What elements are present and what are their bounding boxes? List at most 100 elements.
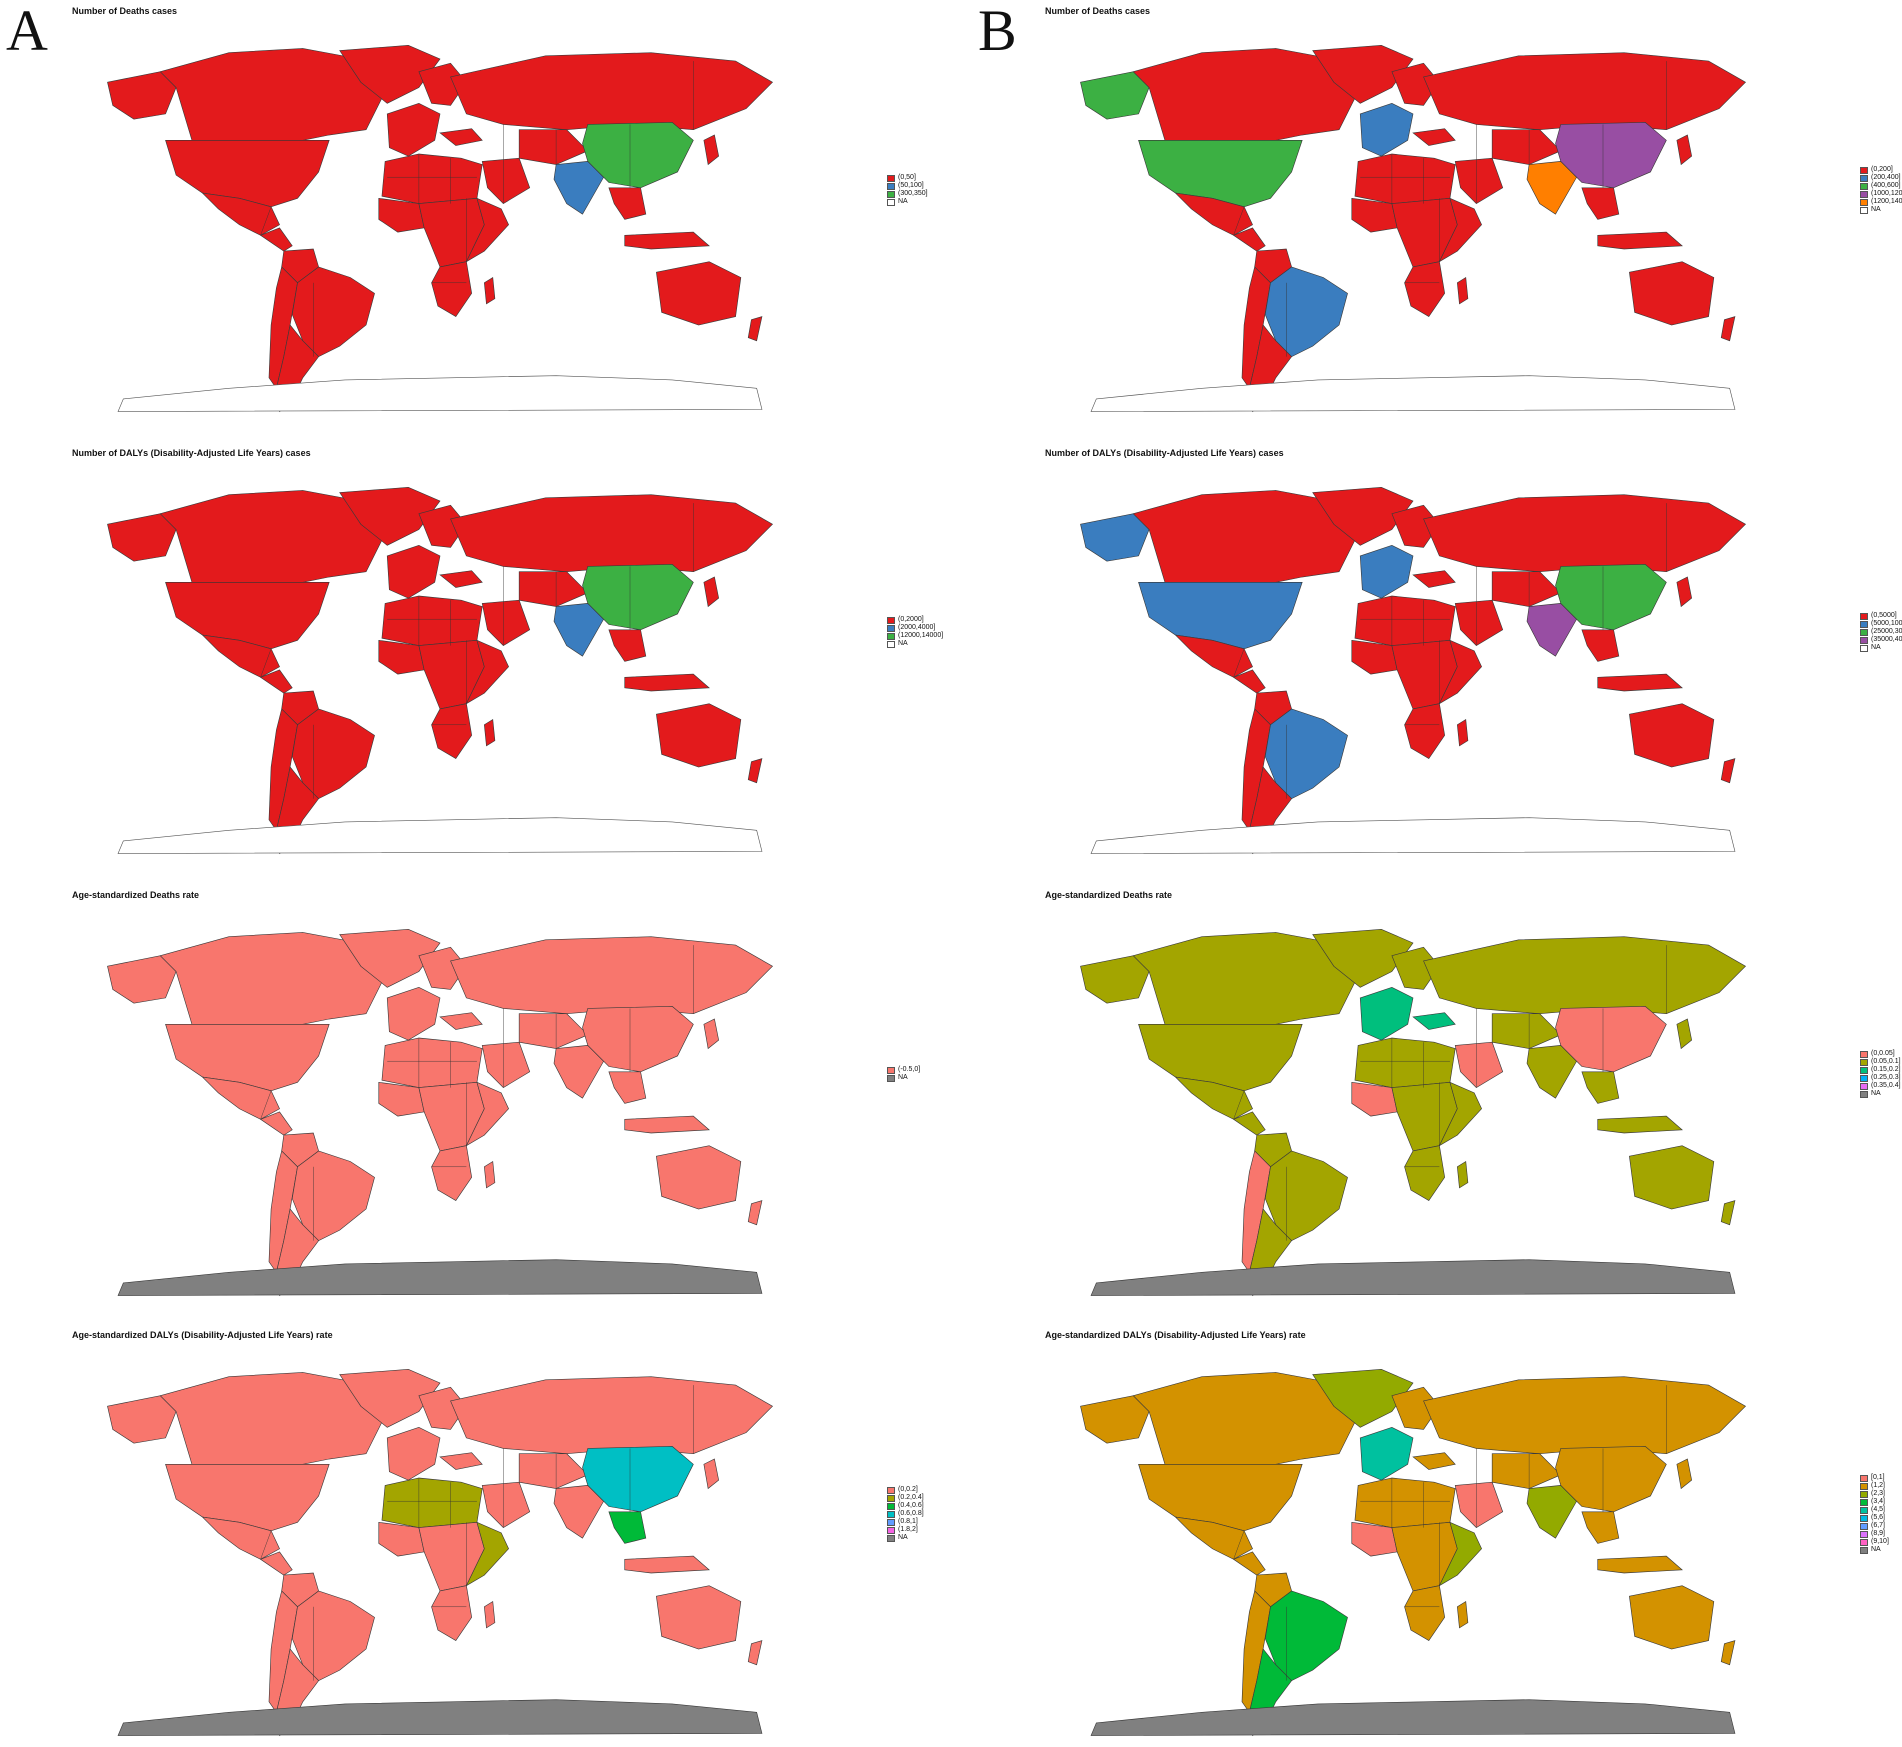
map-title: Number of DALYs (Disability-Adjusted Lif… [1045, 448, 1284, 458]
region-east-africa [1438, 1081, 1482, 1147]
region-se-asia [608, 629, 647, 662]
legend-item: (5000,10000] [1860, 620, 1902, 628]
region-alaska [1080, 1395, 1150, 1444]
region-greenland [1312, 928, 1414, 988]
region-south-africa [1404, 261, 1445, 317]
legend-item: (400,600] [1860, 182, 1902, 190]
region-middle-asia [1491, 1453, 1562, 1489]
legend-item: [0,1] [1860, 1474, 1889, 1482]
legend-label: (8,9] [1871, 1530, 1886, 1537]
region-alaska [1080, 955, 1150, 1004]
legend-swatch [1860, 1066, 1868, 1074]
world-map [1080, 1368, 1747, 1737]
region-middle-asia [518, 1013, 589, 1049]
legend-item: (1000,1200] [1860, 190, 1902, 198]
legend-item: (6,7] [1860, 1522, 1889, 1530]
region-south-africa [1404, 1145, 1445, 1201]
region-turkey [1412, 570, 1456, 588]
legend-swatch [1860, 206, 1868, 214]
legend-swatch [1860, 1514, 1868, 1522]
legend-swatch [1860, 644, 1868, 652]
region-mexico [201, 192, 280, 236]
region-arabia [481, 157, 531, 205]
legend-label: NA [1871, 206, 1881, 213]
region-russia [450, 494, 774, 573]
map-legend: (0,0.05] (0.05,0.1] (0.15,0.2] (0.25,0.3] (0… [1860, 1050, 1901, 1098]
legend-item: (0,5000] [1860, 612, 1902, 620]
legend-label: (0.8,1] [898, 1518, 918, 1525]
region-antarctica [117, 817, 763, 854]
legend-swatch [1860, 182, 1868, 190]
legend-label: (0,200] [1871, 166, 1893, 173]
region-madagascar [1456, 276, 1469, 305]
region-greenland [339, 486, 441, 546]
panel-letter-a: A [6, 0, 48, 63]
legend-swatch [1860, 620, 1868, 628]
region-japan [703, 134, 720, 166]
legend-label: (0,2000] [898, 616, 924, 623]
region-russia [1423, 1376, 1747, 1455]
region-east-africa [465, 197, 509, 263]
region-south-africa [431, 261, 472, 317]
legend-item: (50,100] [887, 182, 928, 190]
legend-swatch [887, 624, 895, 632]
region-central-am [259, 227, 293, 252]
country-border [260, 1090, 272, 1120]
region-madagascar [483, 276, 496, 305]
region-east-africa [1438, 639, 1482, 705]
region-mexico [1174, 634, 1253, 678]
legend-label: (0.4,0.6] [898, 1502, 924, 1509]
legend-swatch [887, 1526, 895, 1534]
region-mexico [201, 1076, 280, 1120]
world-map [107, 44, 774, 413]
map-legend: (0,2000] (2000,4000] (12000,14000] NA [887, 616, 943, 648]
legend-item: (3,4] [1860, 1498, 1889, 1506]
legend-label: NA [898, 640, 908, 647]
region-north-africa [1354, 153, 1456, 204]
region-middle-asia [518, 571, 589, 607]
legend-item: (12000,14000] [887, 632, 943, 640]
region-europe-w [386, 1426, 441, 1481]
map-title: Age-standardized Deaths rate [1045, 890, 1173, 900]
legend-label: NA [898, 1534, 908, 1541]
region-mexico [201, 1516, 280, 1560]
country-border [260, 206, 272, 236]
legend-label: (200,400] [1871, 174, 1901, 181]
region-nz [747, 1200, 763, 1226]
legend-swatch [1860, 198, 1868, 206]
region-west-africa [378, 1081, 425, 1117]
panel-letter-b: B [978, 0, 1017, 63]
region-mexico [1174, 1516, 1253, 1560]
legend-label: (300,350] [898, 190, 928, 197]
legend-item: (0,2000] [887, 616, 943, 624]
legend-label: NA [898, 198, 908, 205]
legend-item: (0.4,0.6] [887, 1502, 924, 1510]
region-east-africa [465, 1521, 509, 1587]
legend-swatch [1860, 1530, 1868, 1538]
legend-label: (9,10] [1871, 1538, 1889, 1545]
legend-swatch [887, 1066, 895, 1074]
region-indonesia [1597, 673, 1683, 692]
legend-swatch [1860, 190, 1868, 198]
region-usa [165, 1463, 330, 1532]
legend-item: NA [887, 1534, 924, 1542]
legend-item: (9,10] [1860, 1538, 1889, 1546]
region-europe-w [386, 986, 441, 1041]
region-madagascar [1456, 1600, 1469, 1629]
legend-label: (0.35,0.4] [1871, 1082, 1901, 1089]
region-russia [1423, 936, 1747, 1015]
region-south-africa [431, 703, 472, 759]
legend-label: (400,600] [1871, 182, 1901, 189]
legend-label: (-0.5,0] [898, 1066, 921, 1073]
region-brazil [291, 708, 375, 800]
region-west-africa [378, 1521, 425, 1557]
region-west-africa [378, 197, 425, 233]
region-madagascar [483, 1600, 496, 1629]
region-australia [656, 1585, 742, 1650]
legend-label: (4,5] [1871, 1506, 1886, 1513]
region-indonesia [624, 1555, 710, 1574]
legend-item: (0,200] [1860, 166, 1902, 174]
legend-item: (0,50] [887, 174, 928, 182]
region-australia [656, 703, 742, 768]
legend-swatch [887, 1518, 895, 1526]
